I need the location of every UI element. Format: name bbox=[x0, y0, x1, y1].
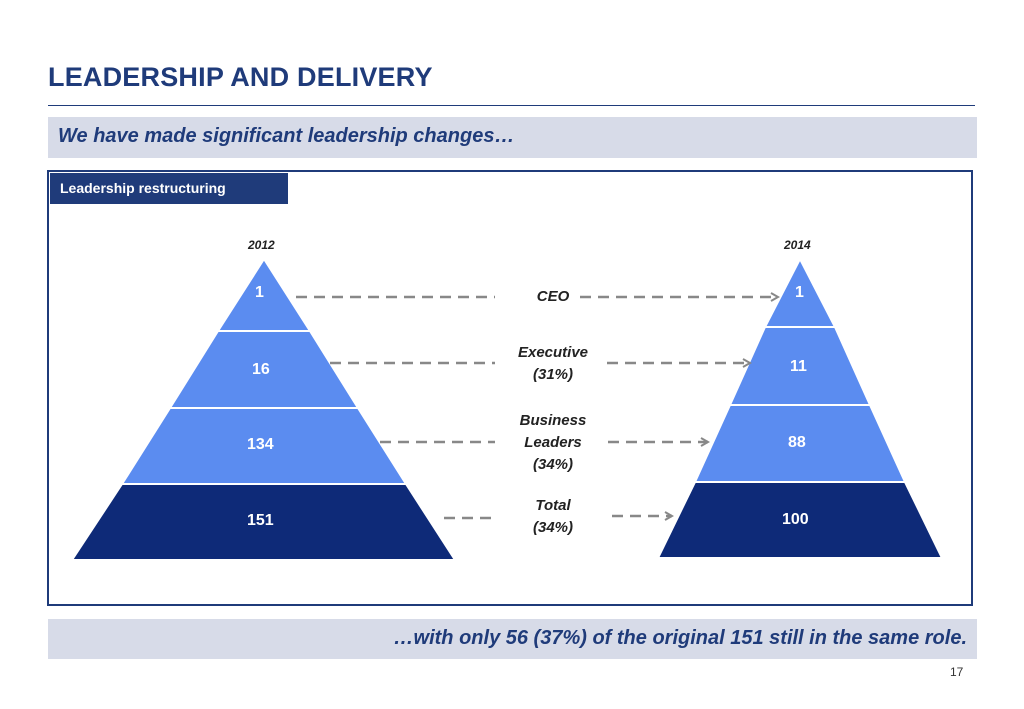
category-executive-line-1: Executive bbox=[517, 344, 589, 361]
category-executive: Executive (31%) bbox=[493, 342, 613, 386]
left-value-ceo: 1 bbox=[255, 284, 264, 301]
right-value-total: 100 bbox=[782, 511, 809, 528]
page-number: 17 bbox=[950, 665, 964, 679]
category-business-leaders: Business Leaders (34%) bbox=[493, 410, 613, 476]
panel-label: Leadership restructuring bbox=[50, 173, 288, 204]
right-tier-4 bbox=[656, 481, 944, 559]
footer-statement: …with only 56 (37%) of the original 151 … bbox=[393, 627, 967, 649]
page-title: LEADERSHIP AND DELIVERY bbox=[48, 62, 433, 92]
title-divider bbox=[48, 105, 975, 106]
category-total: Total (34%) bbox=[493, 495, 613, 539]
left-tier-4 bbox=[70, 483, 457, 561]
subtitle-band: We have made significant leadership chan… bbox=[48, 117, 977, 158]
year-right: 2014 bbox=[784, 238, 811, 252]
left-value-business-leaders: 134 bbox=[247, 436, 274, 453]
category-business-leaders-line-2: Leaders bbox=[524, 434, 582, 451]
footer-band: …with only 56 (37%) of the original 151 … bbox=[48, 619, 977, 659]
category-total-line-1: Total bbox=[535, 497, 571, 514]
category-ceo-line-1: CEO bbox=[536, 288, 570, 305]
subtitle: We have made significant leadership chan… bbox=[58, 125, 515, 147]
right-value-executive: 11 bbox=[790, 358, 807, 375]
category-business-leaders-line-1: Business bbox=[519, 412, 587, 429]
category-ceo: CEO bbox=[493, 286, 613, 308]
category-executive-line-2: (31%) bbox=[532, 366, 573, 383]
left-tier-1 bbox=[216, 257, 312, 332]
left-value-executive: 16 bbox=[252, 361, 270, 378]
left-value-total: 151 bbox=[247, 512, 274, 529]
category-business-leaders-line-3: (34%) bbox=[532, 456, 573, 473]
category-total-line-2: (34%) bbox=[532, 519, 573, 536]
year-left: 2012 bbox=[248, 238, 275, 252]
diagram-panel bbox=[47, 170, 973, 606]
right-value-business-leaders: 88 bbox=[788, 434, 806, 451]
right-value-ceo: 1 bbox=[795, 284, 804, 301]
